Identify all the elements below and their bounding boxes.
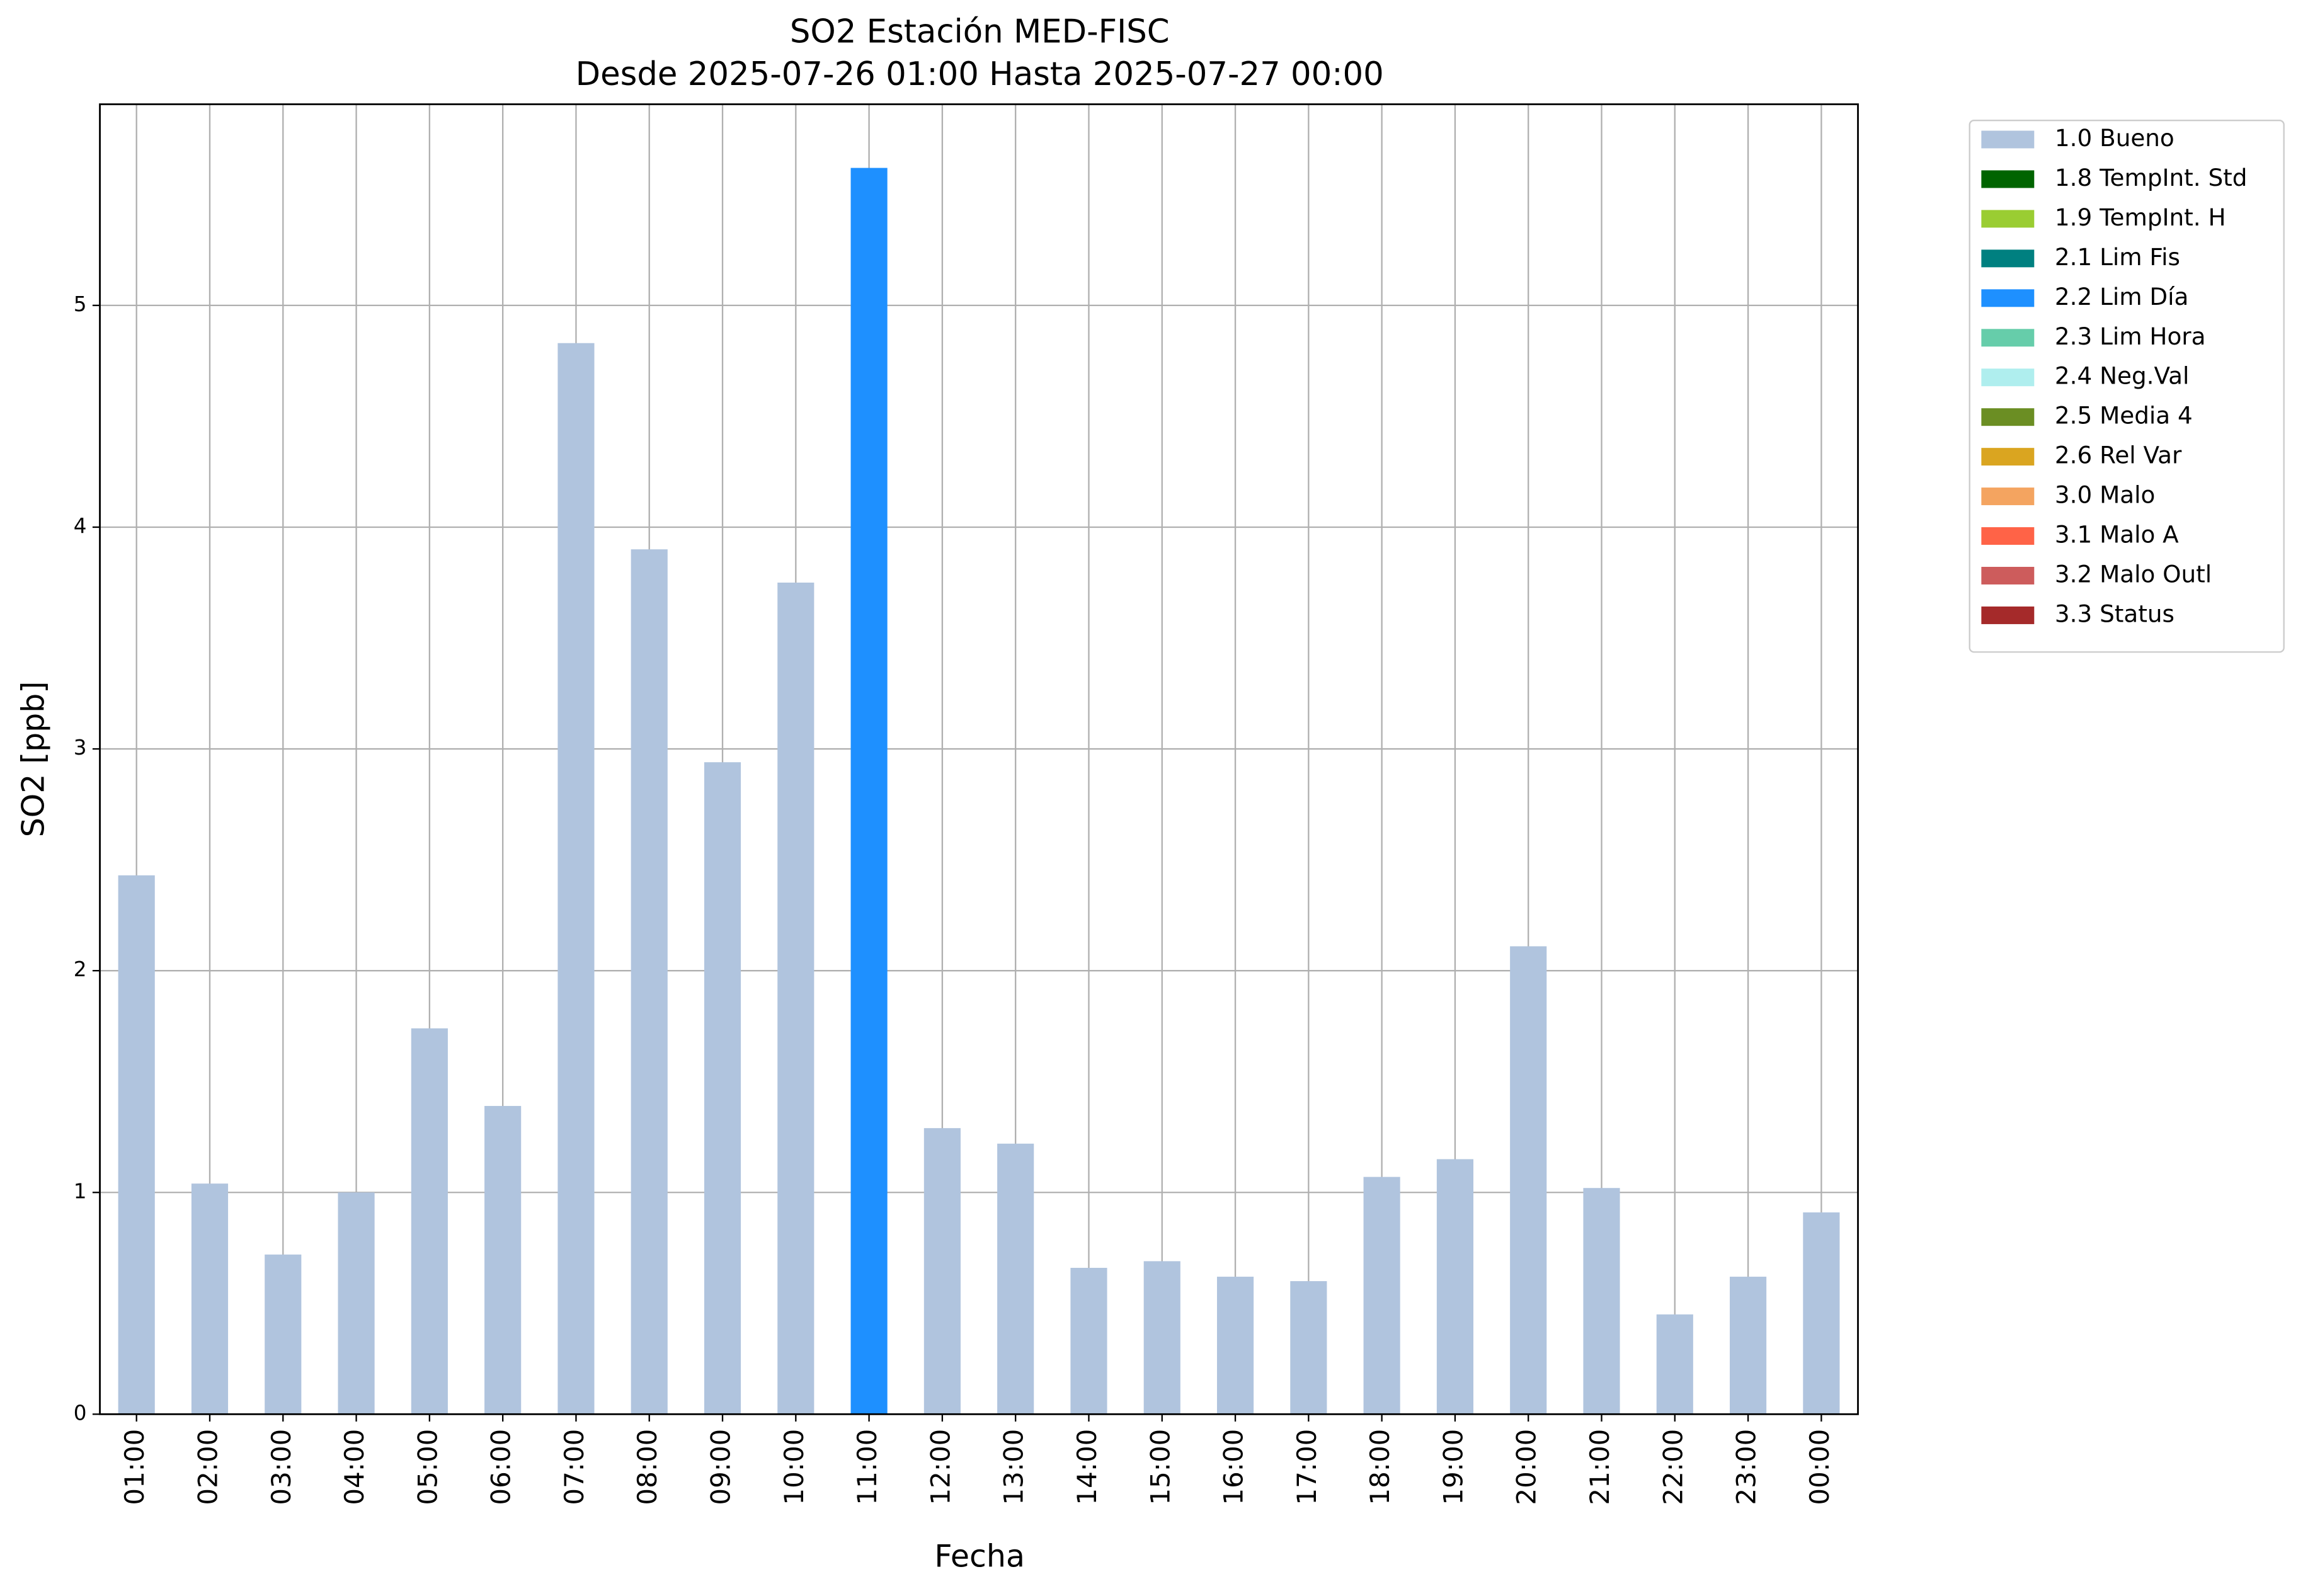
legend-swatch xyxy=(1981,368,2035,387)
bar xyxy=(191,1183,229,1415)
legend-label: 3.2 Malo Outl xyxy=(2055,560,2212,588)
legend-swatch xyxy=(1981,170,2035,188)
x-tick-label: 16:00 xyxy=(1218,1429,1249,1505)
x-tick-label: 21:00 xyxy=(1584,1429,1615,1505)
bar xyxy=(1656,1314,1693,1415)
x-tick-label: 23:00 xyxy=(1731,1429,1762,1505)
x-tick-label: 17:00 xyxy=(1291,1429,1322,1505)
legend-label: 3.0 Malo xyxy=(2055,481,2155,509)
bar xyxy=(777,583,814,1415)
bar xyxy=(1510,946,1547,1415)
x-axis-label: Fecha xyxy=(934,1538,1025,1574)
y-tick-label: 0 xyxy=(74,1401,87,1425)
x-tick-label: 00:00 xyxy=(1804,1429,1835,1505)
legend-label: 3.1 Malo A xyxy=(2055,521,2179,549)
x-tick-label: 02:00 xyxy=(192,1429,223,1505)
legend-swatch xyxy=(1981,527,2035,545)
x-tick-label: 19:00 xyxy=(1437,1429,1468,1505)
bar xyxy=(997,1143,1034,1415)
x-tick-label: 01:00 xyxy=(119,1429,150,1505)
bar xyxy=(631,549,668,1415)
legend-swatch xyxy=(1981,289,2035,307)
bar xyxy=(1730,1277,1767,1415)
legend-label: 1.8 TempInt. Std xyxy=(2055,164,2248,191)
x-tick-label: 10:00 xyxy=(779,1429,809,1505)
x-tick-label: 22:00 xyxy=(1657,1429,1688,1505)
legend-label: 2.1 Lim Fis xyxy=(2055,243,2180,271)
bar xyxy=(704,762,741,1415)
chart-title: SO2 Estación MED-FISC xyxy=(790,13,1170,51)
bar xyxy=(923,1128,961,1415)
legend-swatch xyxy=(1981,249,2035,268)
x-tick-label: 11:00 xyxy=(852,1429,883,1505)
legend-swatch xyxy=(1981,329,2035,347)
bar xyxy=(265,1254,302,1415)
bar xyxy=(118,875,155,1415)
bar xyxy=(850,168,888,1415)
legend-swatch xyxy=(1981,606,2035,624)
x-tick-label: 18:00 xyxy=(1364,1429,1395,1505)
x-tick-label: 20:00 xyxy=(1511,1429,1542,1505)
x-tick-label: 14:00 xyxy=(1071,1429,1102,1505)
y-tick-label: 5 xyxy=(74,292,87,316)
plot-frame xyxy=(99,103,1859,1415)
legend-label: 2.6 Rel Var xyxy=(2055,442,2182,469)
bar xyxy=(1070,1267,1107,1415)
legend-label: 2.3 Lim Hora xyxy=(2055,322,2206,350)
y-tick-label: 3 xyxy=(74,736,87,760)
bar xyxy=(1143,1261,1180,1415)
x-tick-label: 04:00 xyxy=(339,1429,370,1505)
bar xyxy=(411,1028,448,1415)
x-tick-label: 07:00 xyxy=(559,1429,590,1505)
x-tick-label: 15:00 xyxy=(1145,1429,1175,1505)
legend-label: 2.5 Media 4 xyxy=(2055,402,2193,430)
x-tick-label: 12:00 xyxy=(925,1429,956,1505)
y-axis-label: SO2 [ppb] xyxy=(15,681,51,838)
bar xyxy=(557,343,595,1415)
legend-swatch xyxy=(1981,408,2035,426)
y-tick-label: 2 xyxy=(74,957,87,981)
x-tick-label: 06:00 xyxy=(486,1429,517,1505)
bar xyxy=(338,1192,375,1415)
x-tick-label: 08:00 xyxy=(632,1429,663,1505)
legend-label: 2.4 Neg.Val xyxy=(2055,362,2189,390)
legend-swatch xyxy=(1981,130,2035,149)
legend-label: 1.0 Bueno xyxy=(2055,124,2174,152)
bar xyxy=(1290,1281,1327,1415)
legend-label: 2.2 Lim Día xyxy=(2055,283,2188,311)
legend-label: 1.9 TempInt. H xyxy=(2055,203,2226,231)
legend-swatch xyxy=(1981,487,2035,506)
legend-swatch xyxy=(1981,448,2035,466)
x-tick-label: 03:00 xyxy=(266,1429,297,1505)
bar xyxy=(1216,1277,1254,1415)
bar xyxy=(1436,1159,1473,1415)
bar xyxy=(484,1105,522,1415)
x-tick-label: 09:00 xyxy=(706,1429,736,1505)
legend-swatch xyxy=(1981,210,2035,228)
x-tick-label: 13:00 xyxy=(998,1429,1029,1505)
bar xyxy=(1803,1212,1840,1415)
y-tick-label: 1 xyxy=(74,1179,87,1203)
bars xyxy=(118,168,1840,1415)
bar xyxy=(1583,1188,1620,1415)
legend-swatch xyxy=(1981,567,2035,584)
y-tick-label: 4 xyxy=(74,514,87,538)
bar xyxy=(1363,1177,1400,1415)
legend-label: 3.3 Status xyxy=(2055,600,2174,627)
chart-subtitle: Desde 2025-07-26 01:00 Hasta 2025-07-27 … xyxy=(576,55,1384,93)
x-tick-label: 05:00 xyxy=(412,1429,443,1505)
legend-box xyxy=(1969,120,2285,653)
